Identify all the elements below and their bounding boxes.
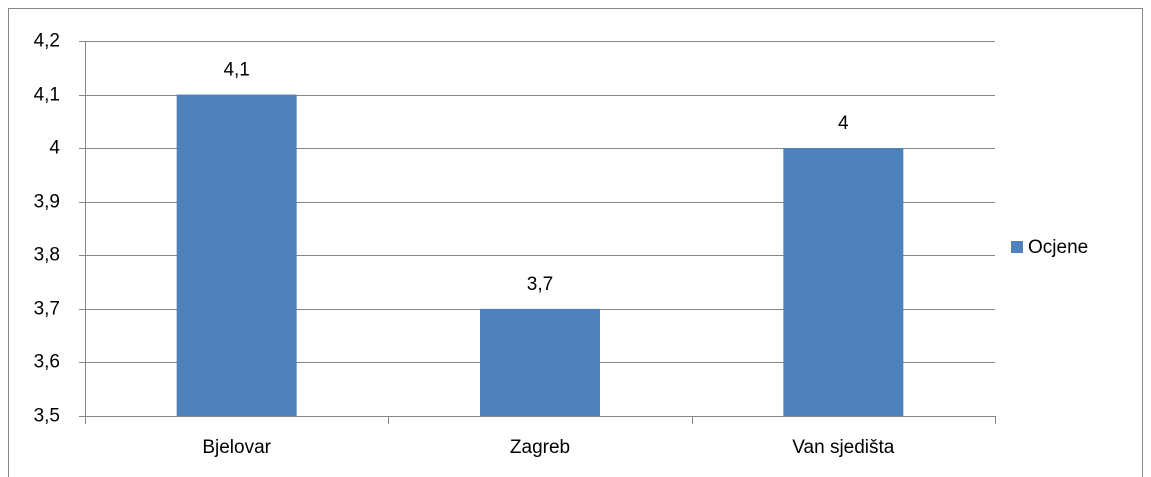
y-tick-label: 4,2 bbox=[34, 31, 60, 52]
bar bbox=[480, 308, 600, 416]
y-tick-label: 3,6 bbox=[34, 352, 60, 373]
x-tick-label: Van sjedišta bbox=[792, 437, 895, 458]
chart-border bbox=[8, 8, 1143, 477]
x-tick-label: Zagreb bbox=[510, 437, 570, 458]
legend-label: Ocjene bbox=[1028, 237, 1088, 258]
data-label: 4,1 bbox=[223, 60, 249, 81]
y-tick-label: 4 bbox=[49, 138, 60, 159]
y-tick-label: 3,9 bbox=[34, 192, 60, 213]
data-label: 4 bbox=[838, 113, 849, 134]
y-tick-label: 3,7 bbox=[34, 299, 60, 320]
data-label: 3,7 bbox=[527, 274, 553, 295]
bar bbox=[783, 148, 904, 416]
x-tick-label: Bjelovar bbox=[202, 437, 271, 458]
legend-swatch bbox=[1011, 241, 1023, 253]
y-tick-label: 4,1 bbox=[34, 85, 60, 106]
y-tick-label: 3,5 bbox=[34, 406, 60, 427]
y-tick-label: 3,8 bbox=[34, 245, 60, 266]
bar bbox=[176, 94, 297, 417]
